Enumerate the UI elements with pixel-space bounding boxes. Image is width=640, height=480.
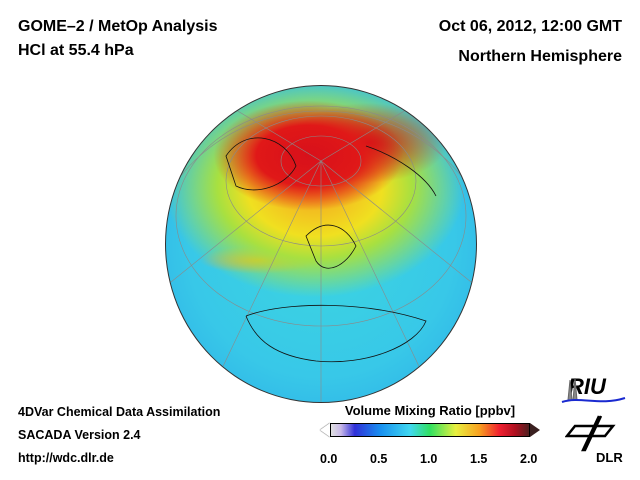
dlr-logo-icon: [565, 415, 616, 452]
colorbar-under-arrow: [320, 423, 330, 437]
footer-url[interactable]: http://wdc.dlr.de: [18, 451, 114, 465]
colorbar-tick: 2.0: [520, 452, 538, 466]
graticule: [166, 86, 476, 402]
colorbar-tick: 1.0: [420, 452, 438, 466]
riu-logo-graphic: [561, 377, 626, 403]
footer-method: 4DVar Chemical Data Assimilation: [18, 405, 221, 419]
colorbar: [330, 423, 530, 437]
map-title: GOME–2 / MetOp Analysis: [18, 18, 218, 35]
datetime: Oct 06, 2012, 12:00 GMT: [438, 18, 622, 35]
globe-map: [165, 85, 477, 403]
region: Northern Hemisphere: [458, 48, 622, 65]
footer-version: SACADA Version 2.4: [18, 428, 141, 442]
colorbar-over-arrow: [530, 423, 540, 437]
dlr-logo-text: DLR: [596, 450, 623, 465]
colorbar-title: Volume Mixing Ratio [ppbv]: [344, 403, 516, 418]
colorbar-tick: 1.5: [470, 452, 488, 466]
colorbar-tick: 0.5: [370, 452, 388, 466]
colorbar-tick: 0.0: [320, 452, 338, 466]
map-subtitle: HCl at 55.4 hPa: [18, 42, 134, 59]
